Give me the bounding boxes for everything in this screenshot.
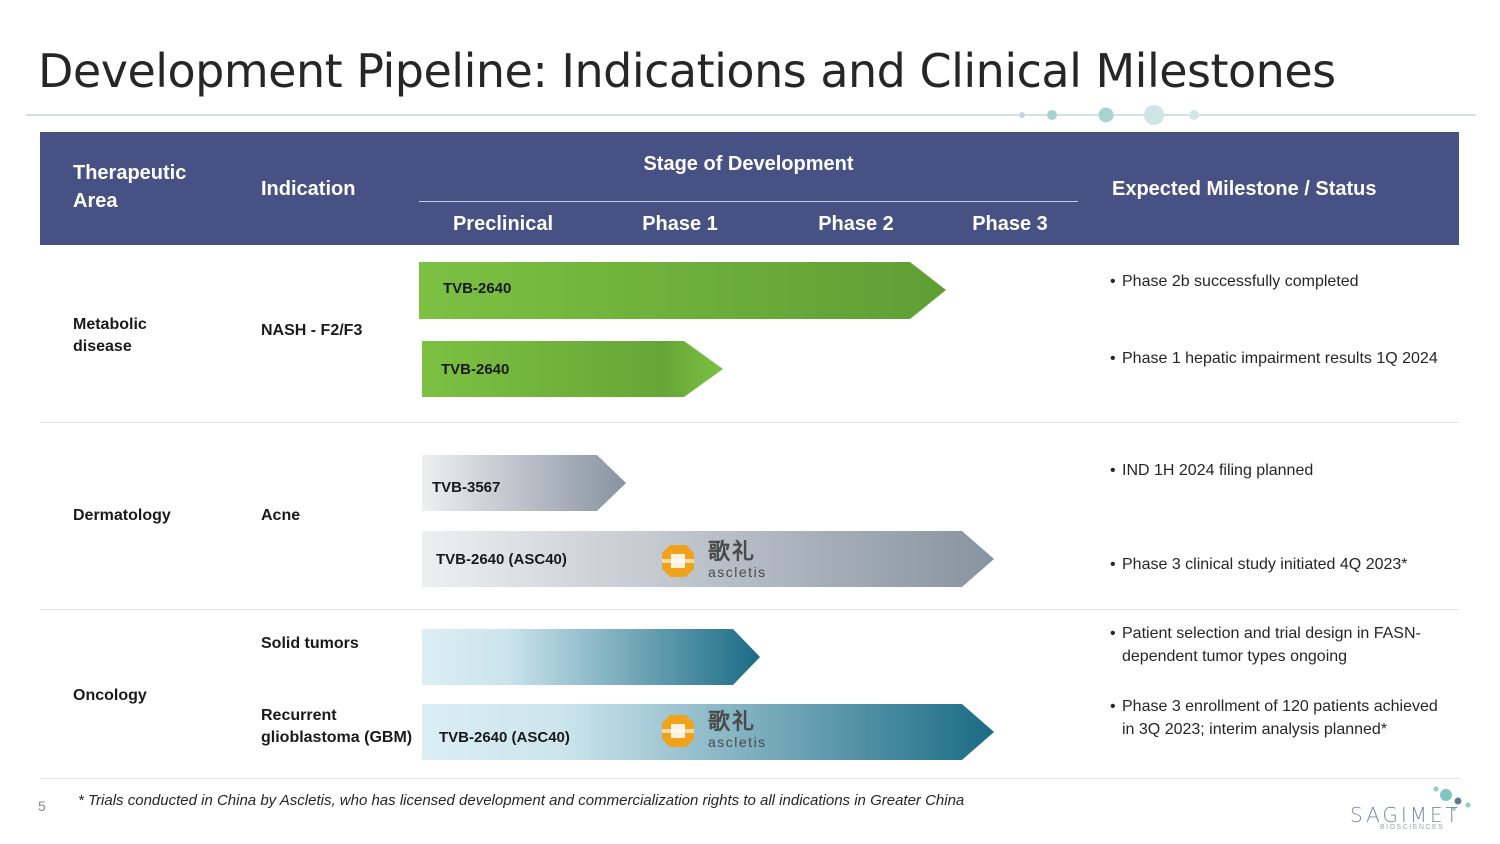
- bar-label: TVB-2640 (ASC40): [436, 551, 567, 568]
- indication-gbm: Recurrent glioblastoma (GBM): [261, 707, 413, 746]
- header-phase-3: Phase 3: [972, 213, 1048, 235]
- bar-label: TVB-2640: [443, 280, 512, 297]
- page-number: 5: [38, 798, 46, 814]
- ascletis-logo: 歌礼 ascletis: [660, 711, 780, 751]
- dot-2: [1047, 110, 1057, 120]
- area-dermatology: Dermatology: [73, 507, 171, 524]
- header-phase-1: Phase 1: [642, 213, 718, 235]
- milestone-item: • Patient selection and trial design in F…: [1110, 625, 1421, 665]
- footer-divider: [40, 778, 1460, 779]
- ascletis-en: ascletis: [708, 734, 767, 750]
- ascletis-cn: 歌礼: [708, 710, 757, 735]
- header-therapeutic-area: Therapeutic Area: [73, 162, 187, 212]
- milestone-item: • IND 1H 2024 filing planned: [1110, 462, 1314, 479]
- ascletis-cn: 歌礼: [708, 540, 757, 565]
- dot-3: [1098, 107, 1114, 123]
- header-indication: Indication: [261, 178, 356, 200]
- dot-1: [1019, 112, 1025, 118]
- bar-label: TVB-2640 (ASC40): [439, 729, 570, 746]
- decorative-dots: [1010, 105, 1476, 125]
- bar-label: TVB-2640: [441, 361, 510, 378]
- milestone-item: • Phase 1 hepatic impairment results 1Q 2…: [1110, 350, 1438, 367]
- table-header: [40, 132, 1459, 245]
- dot-5: [1189, 110, 1199, 120]
- header-milestone: Expected Milestone / Status: [1112, 178, 1377, 200]
- indication-nash: NASH - F2/F3: [261, 322, 363, 339]
- milestone-item: • Phase 2b successfully completed: [1110, 273, 1359, 290]
- title-divider: [26, 114, 1026, 116]
- header-phase-2: Phase 2: [818, 213, 894, 235]
- ascletis-mark-icon: [662, 715, 694, 747]
- row-separator: [40, 422, 1459, 423]
- area-metabolic: Metabolic disease: [73, 316, 147, 355]
- bar-solid-tumors-phase1: [422, 629, 760, 685]
- header-stage-of-development: Stage of Development: [643, 153, 854, 175]
- area-oncology: Oncology: [73, 687, 147, 704]
- page-title: Development Pipeline: Indications and Cl…: [38, 44, 1336, 98]
- sagimet-logo: SAGIMET: [1350, 803, 1461, 827]
- header-preclinical: Preclinical: [452, 213, 554, 235]
- footnote: * Trials conducted in China by Ascletis,…: [78, 792, 965, 809]
- ascletis-mark-icon: [662, 545, 694, 577]
- sagimet-logo-sub: BIOSCIENCES: [1380, 824, 1445, 831]
- stage-divider: [419, 201, 1078, 202]
- row-separator: [40, 609, 1459, 610]
- ascletis-en: ascletis: [708, 564, 767, 580]
- indication-acne: Acne: [261, 507, 301, 524]
- dot-4: [1144, 105, 1164, 125]
- ascletis-logo: 歌礼 ascletis: [660, 541, 780, 581]
- indication-solid-tumors: Solid tumors: [261, 635, 359, 652]
- bar-label: TVB-3567: [432, 479, 501, 496]
- milestone-item: • Phase 3 enrollment of 120 patients achi…: [1110, 698, 1438, 738]
- milestone-item: • Phase 3 clinical study initiated 4Q 202…: [1110, 556, 1408, 573]
- sagimet-dots-icon: [1433, 786, 1471, 811]
